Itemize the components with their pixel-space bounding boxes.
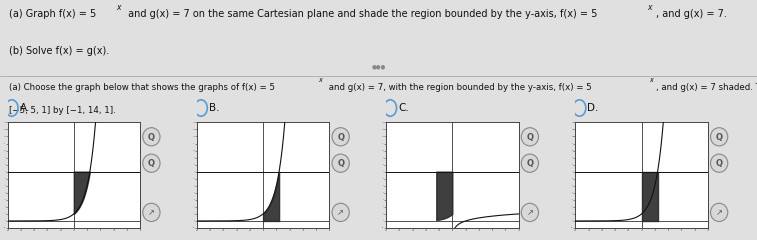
- Circle shape: [522, 154, 538, 172]
- Circle shape: [711, 203, 727, 222]
- Text: ↗: ↗: [715, 209, 723, 218]
- Text: , and g(x) = 7.: , and g(x) = 7.: [656, 9, 727, 19]
- Text: and g(x) = 7 on the same Cartesian plane and shade the region bounded by the y-a: and g(x) = 7 on the same Cartesian plane…: [125, 9, 597, 19]
- Text: Q: Q: [337, 133, 344, 142]
- Text: and g(x) = 7, with the region bounded by the y-axis, f(x) = 5: and g(x) = 7, with the region bounded by…: [326, 83, 591, 92]
- Circle shape: [711, 128, 727, 146]
- Circle shape: [332, 203, 349, 222]
- Circle shape: [143, 154, 160, 172]
- Text: A.: A.: [20, 103, 30, 113]
- Text: ↗: ↗: [337, 209, 344, 218]
- Circle shape: [522, 203, 538, 222]
- Text: D.: D.: [587, 103, 599, 113]
- Circle shape: [143, 128, 160, 146]
- Text: (b) Solve f(x) = g(x).: (b) Solve f(x) = g(x).: [9, 46, 109, 56]
- Text: x: x: [318, 77, 322, 83]
- Text: Q: Q: [148, 133, 155, 142]
- Text: Q: Q: [715, 159, 723, 168]
- Text: Q: Q: [715, 133, 723, 142]
- Text: , and g(x) = 7 shaded. The window display is: , and g(x) = 7 shaded. The window displa…: [656, 83, 757, 92]
- Text: x: x: [647, 3, 652, 12]
- Text: [−5, 5, 1] by [−1, 14, 1].: [−5, 5, 1] by [−1, 14, 1].: [9, 106, 116, 115]
- Text: ●●●: ●●●: [372, 65, 385, 70]
- Text: (a) Graph f(x) = 5: (a) Graph f(x) = 5: [9, 9, 96, 19]
- Circle shape: [332, 154, 349, 172]
- Circle shape: [522, 128, 538, 146]
- Text: x: x: [117, 3, 121, 12]
- Text: Q: Q: [526, 133, 534, 142]
- Text: ↗: ↗: [526, 209, 534, 218]
- Text: B.: B.: [209, 103, 220, 113]
- Text: Q: Q: [148, 159, 155, 168]
- Text: x: x: [649, 77, 653, 83]
- Text: Q: Q: [337, 159, 344, 168]
- Text: ↗: ↗: [148, 209, 155, 218]
- Text: (a) Choose the graph below that shows the graphs of f(x) = 5: (a) Choose the graph below that shows th…: [9, 83, 275, 92]
- Text: Q: Q: [526, 159, 534, 168]
- Circle shape: [711, 154, 727, 172]
- Text: C.: C.: [398, 103, 409, 113]
- Circle shape: [332, 128, 349, 146]
- Circle shape: [143, 203, 160, 222]
